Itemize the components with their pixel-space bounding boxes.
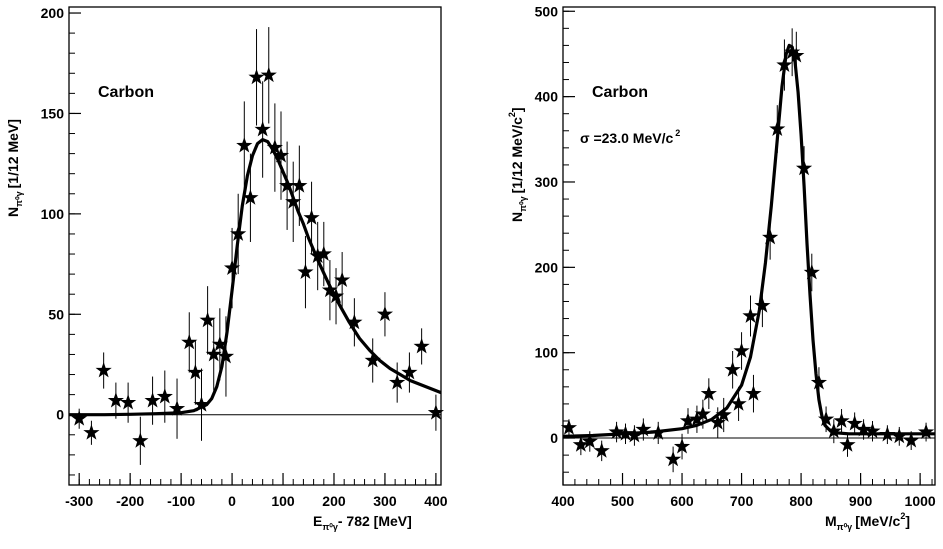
right-y-tick-label: 100 (535, 345, 559, 361)
right-x-tick-label: 1000 (905, 493, 936, 509)
right-x-tick-label: 600 (670, 493, 694, 509)
left-panel: -300 -200 -100 0 100 200 300 400 0 50 100 150 200 Ca… (5, 5, 448, 532)
left-x-axis-label: Eπ⁰γ- 782 [MeV] (313, 513, 412, 532)
right-y-tick-label: 300 (535, 174, 559, 190)
left-x-tick-label: 0 (228, 493, 236, 509)
right-x-axis-label: Mπ⁰γ [MeV/c2] (825, 511, 910, 532)
left-x-tick-label: 100 (271, 493, 295, 509)
left-plot-frame (68, 6, 442, 486)
left-y-tick-label: 150 (41, 105, 65, 121)
left-fit-curve (69, 138, 442, 417)
left-x-tick-label: -200 (116, 493, 144, 509)
right-fit-curve (562, 43, 935, 438)
right-panel: 400 500 600 700 800 900 1000 0 100 200 300 400 500 C… (507, 3, 936, 532)
left-x-tick-label: -300 (65, 493, 93, 509)
left-x-tick-label: 200 (322, 493, 346, 509)
left-x-tick-label: -100 (167, 493, 195, 509)
left-panel-label: Carbon (98, 84, 154, 101)
right-x-tick-label: 500 (611, 493, 635, 509)
right-y-axis-label: Nπ⁰γ[1/12 MeV/c2] (507, 107, 528, 222)
left-y-axis-label: Nπ⁰γ[1/12 MeV] (5, 119, 24, 217)
right-y-tick-label: 400 (535, 89, 559, 105)
right-plot-frame (562, 6, 936, 486)
left-y-tick-label: 0 (56, 407, 64, 423)
right-x-tick-label: 800 (789, 493, 813, 509)
right-y-tick-label: 0 (550, 430, 558, 446)
right-panel-label: Carbon (592, 84, 648, 101)
right-y-tick-label: 200 (535, 259, 559, 275)
left-x-tick-label: 300 (373, 493, 397, 509)
left-y-tick-label: 100 (41, 206, 65, 222)
right-x-tick-label: 900 (849, 493, 873, 509)
left-y-tick-label: 50 (48, 306, 64, 322)
right-x-tick-label: 700 (730, 493, 754, 509)
right-x-tick-label: 400 (551, 493, 575, 509)
sigma-annotation: σ =23.0 MeV/c 2 (580, 128, 680, 146)
left-y-tick-label: 200 (41, 5, 65, 21)
left-x-tick-label: 400 (424, 493, 448, 509)
right-y-tick-label: 500 (535, 3, 559, 19)
